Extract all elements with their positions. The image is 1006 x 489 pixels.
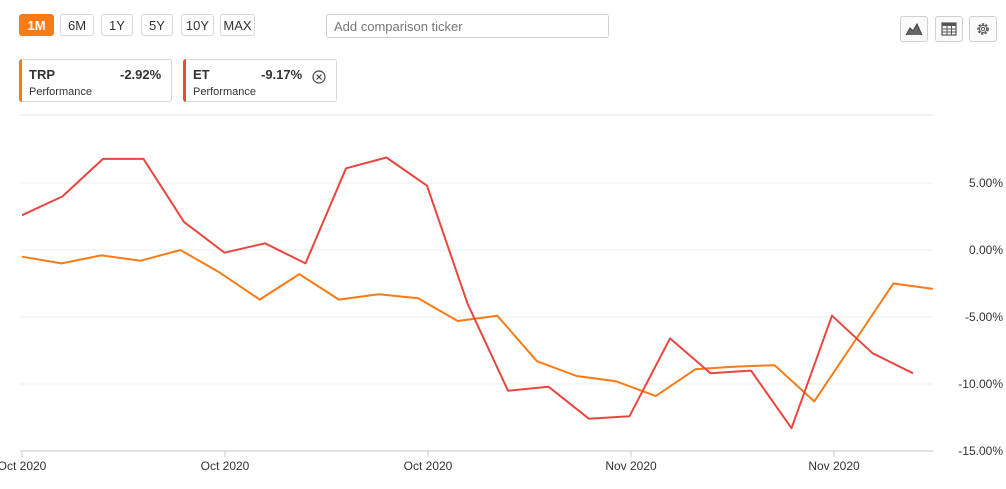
x-tick-label: Oct 2020: [404, 459, 453, 473]
legend-card-et: ET -9.17% Performance: [183, 59, 337, 102]
gear-icon: [977, 23, 989, 35]
range-button-6m[interactable]: 6M: [60, 14, 94, 36]
range-button-5y[interactable]: 5Y: [141, 14, 173, 36]
x-tick-label: Oct 2020: [201, 459, 250, 473]
x-tick-label: Oct 2020: [0, 459, 47, 473]
card-ticker: ET: [193, 67, 210, 82]
settings-button[interactable]: [969, 16, 997, 42]
table-view-button[interactable]: [935, 16, 963, 42]
range-button-1y[interactable]: 1Y: [101, 14, 133, 36]
series-color-bar: [19, 59, 22, 102]
card-label: Performance: [29, 86, 92, 98]
x-tick-label: Nov 2020: [605, 459, 657, 473]
range-button-10y[interactable]: 10Y: [181, 14, 214, 36]
close-icon[interactable]: [312, 70, 326, 84]
range-button-1m[interactable]: 1M: [19, 14, 54, 36]
y-tick-label: -10.00%: [958, 377, 1003, 391]
y-tick-label: 5.00%: [969, 176, 1003, 190]
chart-type-button[interactable]: [900, 16, 928, 42]
series-line-et: [21, 156, 914, 430]
legend-card-trp: TRP -2.92% Performance: [19, 59, 172, 102]
mountain-chart-icon: [905, 22, 923, 36]
x-tick-label: Nov 2020: [808, 459, 860, 473]
comparison-ticker-input[interactable]: [326, 14, 609, 38]
y-tick-label: -5.00%: [965, 310, 1003, 324]
y-tick-label: 0.00%: [969, 243, 1003, 257]
range-button-max[interactable]: MAX: [220, 14, 255, 36]
card-ticker: TRP: [29, 67, 55, 82]
table-icon: [941, 22, 957, 36]
y-tick-label: -15.00%: [958, 444, 1003, 458]
series-line-trp: [21, 249, 934, 403]
series-color-bar: [183, 59, 186, 102]
card-value: -2.92%: [120, 67, 162, 82]
card-label: Performance: [193, 86, 256, 98]
card-value: -9.17%: [261, 67, 303, 82]
